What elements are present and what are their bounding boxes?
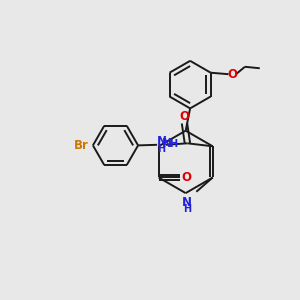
Text: O: O [227, 68, 237, 81]
Text: H: H [183, 204, 191, 214]
Text: Br: Br [74, 139, 88, 152]
Text: O: O [179, 110, 190, 123]
Text: N: N [157, 135, 166, 148]
Text: N: N [162, 137, 172, 150]
Text: O: O [181, 171, 191, 184]
Text: N: N [182, 196, 192, 208]
Text: H: H [158, 144, 166, 154]
Text: H: H [169, 139, 178, 149]
